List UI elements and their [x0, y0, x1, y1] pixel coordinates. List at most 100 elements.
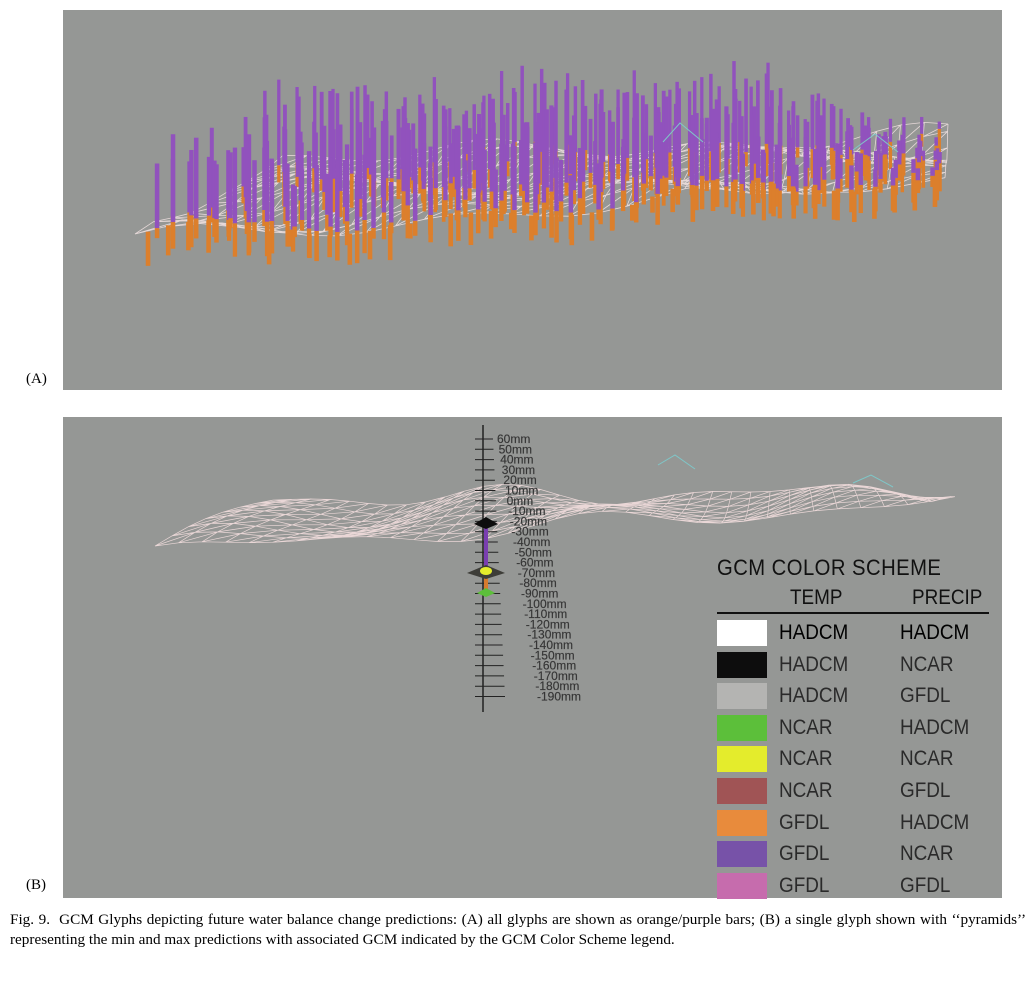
bar-negative: [368, 174, 373, 197]
scale-tick-label: -150mm: [531, 648, 575, 662]
bar-positive: [277, 79, 281, 166]
bar-positive: [632, 70, 636, 156]
bar-positive: [700, 77, 704, 145]
max-pyramid: [474, 517, 498, 529]
bar-negative: [512, 210, 517, 233]
bar-positive: [389, 135, 394, 179]
bar-positive: [262, 147, 267, 211]
bar-negative: [577, 198, 583, 225]
bar-negative: [761, 189, 766, 221]
front-bars: [145, 177, 938, 266]
bar-positive: [883, 131, 888, 155]
legend-precip-model: HADCM: [900, 715, 970, 739]
bar-positive: [921, 150, 926, 161]
legend-row: GFDL NCAR: [717, 840, 993, 868]
bar-positive: [433, 99, 438, 189]
bar-positive: [314, 164, 319, 231]
bar-negative: [810, 149, 815, 179]
bar-negative: [937, 163, 942, 181]
bar-negative: [878, 178, 883, 193]
bar-negative: [901, 153, 906, 170]
legend-header-precip: PRECIP: [912, 586, 983, 609]
bar-positive: [312, 121, 316, 169]
bar-positive: [344, 144, 350, 222]
bar-positive: [744, 78, 748, 153]
bar-positive: [937, 156, 942, 164]
scale-tick-label: -60mm: [516, 556, 553, 570]
bar-positive: [610, 171, 615, 209]
bar-negative: [472, 169, 476, 189]
bar-negative: [774, 188, 779, 207]
bar-positive: [519, 140, 523, 185]
bar-positive: [648, 135, 653, 177]
bar-positive: [464, 110, 469, 155]
bar-positive: [845, 131, 850, 160]
bar-positive: [401, 106, 406, 192]
bar-positive: [829, 103, 834, 148]
scale-tick-label: -110mm: [524, 607, 567, 621]
bar-positive: [366, 94, 370, 168]
bar-positive: [228, 152, 233, 219]
bar-negative: [467, 188, 472, 201]
bar-positive: [232, 147, 238, 224]
bar-positive: [370, 101, 374, 173]
bar-positive: [755, 136, 761, 178]
bar-negative: [269, 220, 274, 236]
legend-precip-model: NCAR: [900, 842, 954, 866]
bar-negative: [312, 168, 316, 193]
bar-negative: [558, 201, 564, 222]
bar-negative: [893, 177, 898, 195]
bar-positive: [794, 164, 799, 192]
terrain-mesh: [154, 483, 956, 547]
bar-positive: [206, 156, 212, 216]
bar-positive: [520, 65, 524, 155]
bar-positive: [481, 102, 486, 191]
bar-positive: [499, 143, 504, 201]
bar-positive: [760, 149, 766, 183]
bar-positive: [838, 158, 843, 179]
bar-positive: [810, 94, 815, 150]
bar-negative: [489, 191, 494, 210]
bar-positive: [739, 116, 744, 184]
bar-negative: [418, 167, 422, 194]
bar-positive: [616, 107, 620, 165]
bar-negative: [549, 191, 554, 227]
scale-tick-label: -50mm: [515, 545, 552, 559]
scale-tick-label: -130mm: [527, 628, 571, 642]
bar-negative: [752, 163, 757, 182]
bar-negative: [344, 221, 350, 246]
bar-negative: [387, 225, 393, 261]
bar-negative: [694, 185, 699, 211]
legend-temp-model: HADCM: [779, 621, 849, 644]
panel-a-label: (A): [26, 371, 47, 387]
legend-swatch: [717, 683, 767, 710]
bar-positive: [893, 159, 898, 178]
legend-temp-model: GFDL: [779, 842, 830, 866]
bar-negative: [661, 175, 666, 206]
bar-negative: [327, 235, 332, 258]
scale-tick-label: -30mm: [511, 525, 548, 539]
bar-negative: [704, 180, 709, 192]
bar-negative: [401, 191, 406, 221]
bar-negative: [854, 171, 859, 195]
bar-positive: [897, 149, 902, 165]
bar-positive: [874, 150, 879, 171]
scale-tick-label: -70mm: [518, 566, 555, 580]
bar-positive: [314, 132, 318, 173]
bar-positive: [524, 122, 530, 203]
bar-negative: [371, 227, 376, 239]
scale-tick-label: -160mm: [532, 659, 576, 673]
bar-positive: [475, 133, 481, 210]
bar-positive: [854, 152, 859, 172]
bar-positive: [661, 90, 666, 176]
bar-positive: [699, 139, 705, 176]
bar-positive: [709, 73, 713, 152]
bar-positive: [170, 134, 176, 223]
bar-negative: [539, 151, 544, 185]
bar-positive: [451, 128, 456, 177]
bar-positive: [937, 121, 941, 129]
bar-negative: [335, 231, 340, 261]
bar-positive: [790, 137, 796, 187]
bar-positive: [295, 141, 300, 177]
bar-negative: [803, 186, 808, 214]
